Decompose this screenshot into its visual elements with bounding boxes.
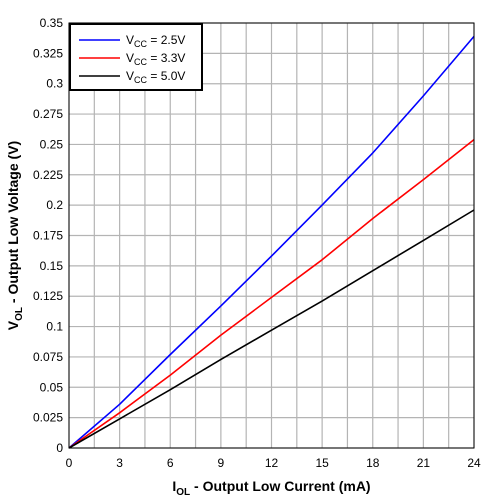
legend-label: VCC = 2.5V: [126, 33, 185, 49]
legend-box: [69, 23, 203, 91]
x-tick-label: 12: [265, 456, 279, 470]
x-tick-label: 15: [315, 456, 329, 470]
x-tick-label: 6: [167, 456, 174, 470]
x-tick-label: 21: [417, 456, 431, 470]
legend: VCC = 2.5V VCC = 3.3V VCC = 5.0V: [69, 23, 203, 91]
y-tick-label: 0.175: [33, 229, 63, 243]
x-tick-labels: 0 3 6 9 12 15 18 21 24: [66, 456, 481, 470]
y-tick-label: 0.325: [33, 46, 63, 60]
y-tick-label: 0.05: [40, 380, 64, 394]
y-tick-label: 0.25: [40, 137, 64, 151]
y-axis-label: VOL - Output Low Voltage (V): [5, 141, 25, 330]
x-tick-label: 0: [66, 456, 73, 470]
y-tick-labels: 0 0.025 0.05 0.075 0.1 0.125 0.15 0.175 0.2 0.225…: [33, 16, 63, 455]
y-tick-label: 0.125: [33, 289, 63, 303]
y-tick-label: 0.225: [33, 168, 63, 182]
x-tick-label: 3: [116, 456, 123, 470]
y-tick-label: 0.275: [33, 107, 63, 121]
series-line-2: [68, 138, 475, 449]
plot-area-frame: [68, 22, 475, 449]
y-tick-label: 0.35: [40, 16, 64, 30]
series-lines: [68, 35, 475, 449]
legend-label: VCC = 3.3V: [126, 51, 185, 67]
y-tick-label: 0.025: [33, 411, 63, 425]
y-tick-label: 0.2: [46, 198, 63, 212]
y-tick-label: 0.1: [46, 320, 63, 334]
y-tick-label: 0.3: [46, 77, 63, 91]
legend-label: VCC = 5.0V: [126, 69, 185, 85]
x-tick-label: 24: [467, 456, 481, 470]
x-tick-label: 9: [218, 456, 225, 470]
y-tick-label: 0.15: [40, 259, 64, 273]
x-tick-label: 18: [366, 456, 380, 470]
series-line-1: [68, 35, 475, 449]
x-axis-label: IOL - Output Low Current (mA): [172, 478, 370, 498]
series-line-3: [68, 209, 475, 449]
y-tick-label: 0: [56, 441, 63, 455]
y-tick-label: 0.075: [33, 350, 63, 364]
